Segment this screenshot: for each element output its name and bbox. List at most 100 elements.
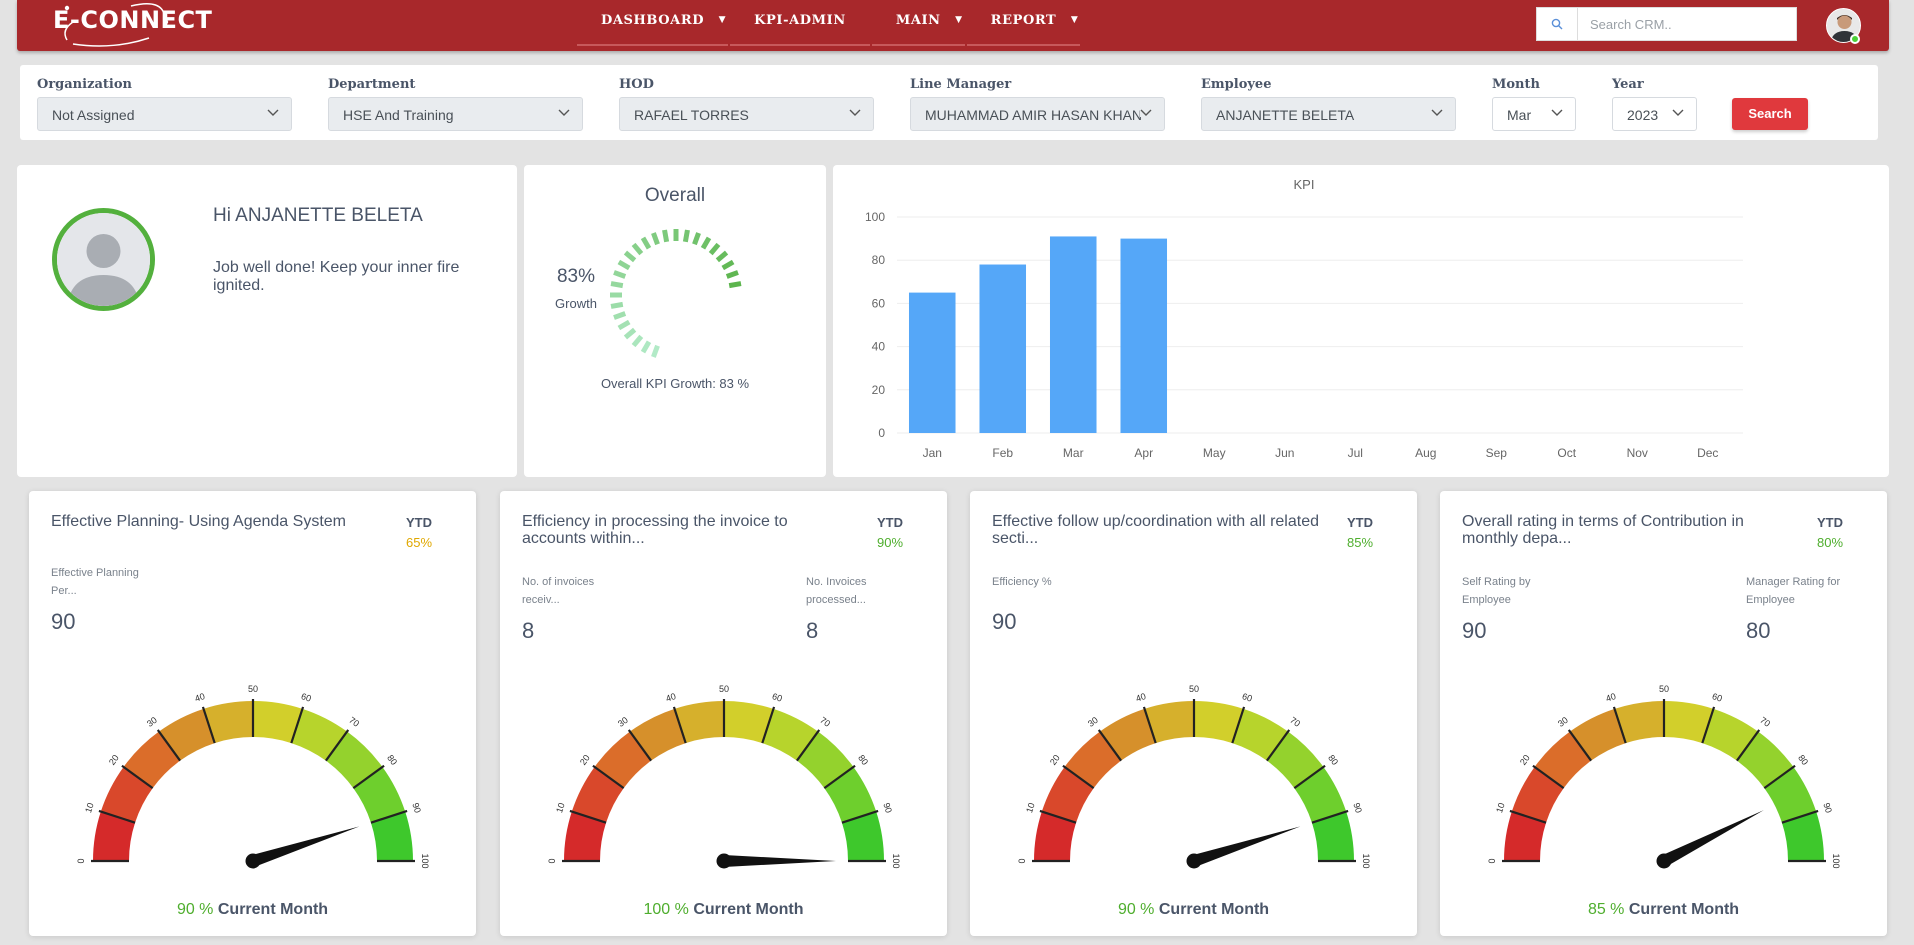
metric-label-line-2: receiv... xyxy=(522,594,560,606)
growth-ring-gauge xyxy=(610,229,742,358)
gauge-tick xyxy=(1142,706,1157,744)
line-manager-select[interactable]: MUHAMMAD AMIR HASAN KHAN xyxy=(910,97,1165,131)
gauge-needle xyxy=(1192,826,1301,867)
gauge-band xyxy=(93,811,136,861)
x-tick-label: Aug xyxy=(1415,446,1436,460)
year-value: 2023 xyxy=(1627,107,1659,123)
growth-segment xyxy=(708,242,721,256)
gauge-tick-label: 20 xyxy=(578,753,592,767)
gauge-tick xyxy=(1701,706,1716,744)
growth-segment xyxy=(692,232,701,246)
overall-growth-card: Overall Overall KPI Growth: 83 % xyxy=(524,165,826,477)
growth-segment xyxy=(728,281,742,289)
current-month-text: Current Month xyxy=(1158,901,1270,918)
gauge-band xyxy=(291,708,348,761)
growth-segment xyxy=(617,319,631,331)
y-tick-label: 0 xyxy=(878,426,885,440)
x-tick-label: Jun xyxy=(1275,446,1294,460)
nav-label-main: MAIN xyxy=(895,13,941,28)
gauge-tick-label: 20 xyxy=(107,753,121,767)
nav-item-main[interactable]: MAIN ▼ xyxy=(871,0,965,46)
gauge-band xyxy=(1294,766,1347,823)
kpi-bar[interactable] xyxy=(1049,236,1097,433)
gauge-tick-label: 60 xyxy=(1711,691,1724,704)
chevron-down-icon xyxy=(267,109,279,116)
ytd-label: YTD xyxy=(1347,515,1373,530)
growth-segment xyxy=(651,344,660,358)
gauge-tick xyxy=(1311,809,1349,824)
metric-label-line-1: No. Invoices xyxy=(806,576,867,588)
gauge-tick xyxy=(841,809,879,824)
gauge-tick-label: 70 xyxy=(347,715,361,729)
gauge-tick-label: 70 xyxy=(1758,715,1772,729)
search-icon[interactable] xyxy=(1537,8,1578,40)
brand-logo[interactable]: E-CONNECT xyxy=(53,6,213,34)
caret-down-icon: ▼ xyxy=(1070,15,1079,25)
growth-segment xyxy=(662,229,670,243)
gauge-tick-label: 50 xyxy=(719,684,729,694)
kpi-bar[interactable] xyxy=(908,292,956,433)
search-input[interactable] xyxy=(1578,8,1796,40)
gauge-band xyxy=(629,708,686,761)
metric-value: 90 xyxy=(51,609,76,634)
ytd-label: YTD xyxy=(1817,515,1843,530)
metric-label-line-2: Employee xyxy=(1746,594,1795,606)
y-tick-label: 40 xyxy=(872,340,886,354)
growth-segment xyxy=(715,250,729,263)
metric-label: No. of invoices receiv... xyxy=(522,573,594,609)
gauge-tick-label: 90 xyxy=(410,802,423,815)
metric-label-line-2: processed... xyxy=(806,594,866,606)
current-month-label: 90 % Current Month xyxy=(970,901,1417,919)
user-placeholder-icon xyxy=(57,213,150,306)
growth-segment xyxy=(617,259,631,271)
gauge-tick-label: 10 xyxy=(1024,802,1037,815)
x-tick-label: Nov xyxy=(1627,446,1648,460)
main-menu: DASHBOARD ▼ KPI-ADMIN MAIN ▼ REPORT ▼ xyxy=(577,0,1082,46)
kpi-bar[interactable] xyxy=(1120,238,1168,433)
gauge-band xyxy=(100,766,153,823)
growth-segment xyxy=(640,340,652,354)
greeting-text: Hi ANJANETTE BELETA xyxy=(213,205,423,226)
x-tick-label: Dec xyxy=(1697,446,1718,460)
gauge-band xyxy=(594,731,652,789)
month-select[interactable]: Mar xyxy=(1492,97,1576,131)
gauge-needle xyxy=(251,826,360,867)
gauge-tick-label: 80 xyxy=(1796,753,1810,767)
growth-percent: 83% xyxy=(556,266,596,287)
gauge-tick xyxy=(1039,809,1077,824)
nav-item-report[interactable]: REPORT ▼ xyxy=(966,0,1081,46)
gauge-tick xyxy=(324,729,350,762)
gauge-tick xyxy=(1612,706,1627,744)
month-value: Mar xyxy=(1507,107,1532,123)
gauge-band xyxy=(1232,708,1289,761)
gauge-band xyxy=(841,811,884,861)
search-button[interactable]: Search xyxy=(1732,98,1808,130)
hod-select[interactable]: RAFAEL TORRES xyxy=(619,97,874,131)
year-label: Year xyxy=(1612,77,1644,92)
employee-select[interactable]: ANJANETTE BELETA xyxy=(1201,97,1456,131)
hod-value: RAFAEL TORRES xyxy=(634,107,749,123)
department-label: Department xyxy=(328,77,416,92)
nav-item-kpi-admin[interactable]: KPI-ADMIN xyxy=(730,0,870,46)
gauge-tick-label: 20 xyxy=(1518,753,1532,767)
gauge-tick xyxy=(592,764,625,790)
organization-select[interactable]: Not Assigned xyxy=(37,97,292,131)
kpi-bar[interactable] xyxy=(979,264,1027,433)
gauge-band xyxy=(564,811,607,861)
top-navbar: E-CONNECT DASHBOARD ▼ KPI-ADMIN MAIN ▼ R… xyxy=(17,0,1889,51)
growth-segment xyxy=(640,236,652,250)
metric-label-line-1: Self Rating by xyxy=(1462,576,1531,588)
caret-down-icon: ▼ xyxy=(955,15,963,25)
gauge-tick xyxy=(1293,764,1326,790)
current-month-label: 85 % Current Month xyxy=(1440,901,1887,919)
nav-label-dashboard: DASHBOARD xyxy=(601,13,705,28)
speedometer-gauge: 0 10 20 30 40 50 60 70 80 90 100 xyxy=(1487,684,1841,869)
ytd-value: 90% xyxy=(877,535,904,550)
growth-segment xyxy=(721,259,735,271)
department-select[interactable]: HSE And Training xyxy=(328,97,583,131)
year-select[interactable]: 2023 xyxy=(1612,97,1697,131)
line-manager-label: Line Manager xyxy=(910,77,1012,92)
current-month-percent: 100 % xyxy=(643,901,689,918)
nav-item-dashboard[interactable]: DASHBOARD ▼ xyxy=(577,0,729,46)
gauge-needle xyxy=(724,855,836,867)
